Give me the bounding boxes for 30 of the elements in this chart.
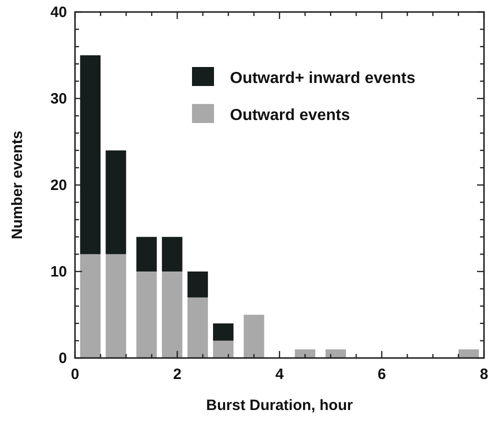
bar: [458, 349, 479, 358]
x-tick-label: 6: [378, 366, 386, 383]
bar: [294, 349, 316, 358]
bar: [244, 314, 264, 358]
x-tick-label: 0: [70, 366, 80, 383]
bar: [106, 150, 126, 254]
x-tick-label: 4: [275, 366, 284, 383]
bar: [213, 340, 234, 358]
bar: [136, 272, 157, 358]
bar: [80, 55, 101, 254]
bar: [136, 236, 157, 272]
x-tick-label: 8: [480, 366, 488, 383]
legend-label: Outward+ inward events: [230, 70, 416, 87]
bar: [187, 297, 208, 358]
x-tick-label: 2: [173, 366, 182, 383]
bar: [326, 349, 346, 358]
y-tick-label: 40: [50, 4, 67, 21]
bar: [106, 254, 126, 358]
legend-label: Outward events: [230, 107, 350, 124]
bar: [162, 272, 182, 358]
y-tick-label: 20: [50, 177, 67, 194]
bar: [213, 323, 234, 341]
bar: [162, 236, 182, 272]
y-tick-label: 30: [50, 90, 67, 108]
bar: [80, 254, 101, 358]
y-tick-label: 10: [50, 264, 67, 280]
bar: [187, 272, 208, 298]
x-axis-title: Burst Duration, hour: [206, 397, 353, 414]
y-axis-title: Number events: [9, 130, 26, 240]
y-tick-label: 0: [58, 350, 67, 367]
